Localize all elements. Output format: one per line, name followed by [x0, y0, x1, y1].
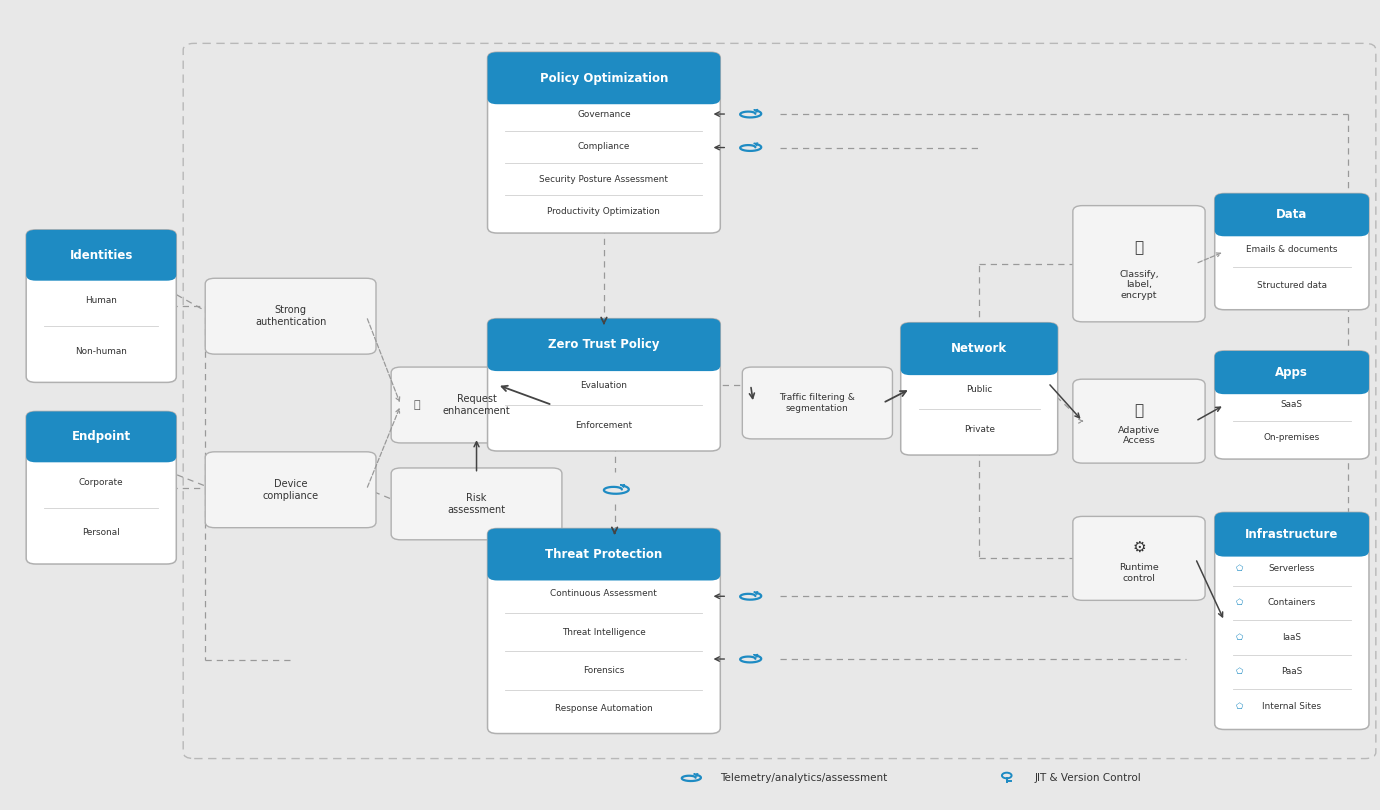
Text: Device
compliance: Device compliance: [262, 479, 319, 501]
Text: Corporate: Corporate: [79, 478, 124, 487]
FancyBboxPatch shape: [901, 322, 1057, 455]
Text: ⬠: ⬠: [1235, 667, 1242, 676]
Text: Compliance: Compliance: [578, 143, 631, 151]
Bar: [1230, 216, 1354, 231]
Text: Evaluation: Evaluation: [581, 381, 628, 390]
Bar: [502, 556, 705, 575]
Text: ⬠: ⬠: [1235, 564, 1242, 573]
Text: ⬠: ⬠: [1235, 702, 1242, 711]
Text: Security Posture Assessment: Security Posture Assessment: [540, 175, 668, 184]
FancyBboxPatch shape: [1072, 379, 1205, 463]
FancyBboxPatch shape: [26, 411, 177, 463]
Text: Personal: Personal: [83, 528, 120, 538]
Text: IaaS: IaaS: [1282, 633, 1301, 642]
FancyBboxPatch shape: [206, 279, 375, 354]
Text: Request
enhancement: Request enhancement: [443, 394, 511, 416]
Text: Policy Optimization: Policy Optimization: [540, 72, 668, 85]
Text: ⚙: ⚙: [1132, 540, 1145, 555]
Text: Data: Data: [1276, 208, 1307, 221]
Bar: [916, 351, 1042, 369]
Text: Forensics: Forensics: [584, 666, 625, 675]
Text: Risk
assessment: Risk assessment: [447, 493, 505, 514]
Text: Telemetry/analytics/assessment: Telemetry/analytics/assessment: [720, 773, 887, 783]
Text: Classify,
label,
encrypt: Classify, label, encrypt: [1119, 270, 1159, 300]
Text: Zero Trust Policy: Zero Trust Policy: [548, 339, 660, 352]
Text: Adaptive
Access: Adaptive Access: [1118, 426, 1161, 446]
FancyBboxPatch shape: [487, 52, 720, 104]
Text: Enforcement: Enforcement: [575, 421, 632, 430]
FancyBboxPatch shape: [391, 468, 562, 539]
Text: Public: Public: [966, 385, 992, 394]
FancyBboxPatch shape: [26, 230, 177, 382]
FancyBboxPatch shape: [1214, 194, 1369, 237]
Text: Threat Intelligence: Threat Intelligence: [562, 628, 646, 637]
FancyBboxPatch shape: [1214, 513, 1369, 730]
Bar: [41, 439, 161, 457]
Text: On-premises: On-premises: [1264, 433, 1321, 441]
Text: 🔒: 🔒: [1134, 241, 1144, 255]
Text: Apps: Apps: [1275, 366, 1308, 379]
Text: Infrastructure: Infrastructure: [1245, 528, 1339, 541]
Text: PaaS: PaaS: [1281, 667, 1303, 676]
Text: Structured data: Structured data: [1257, 281, 1326, 290]
FancyBboxPatch shape: [487, 528, 720, 581]
FancyBboxPatch shape: [391, 367, 562, 443]
Text: Productivity Optimization: Productivity Optimization: [548, 207, 661, 215]
Text: Serverless: Serverless: [1268, 564, 1315, 573]
FancyBboxPatch shape: [487, 318, 720, 451]
FancyBboxPatch shape: [1072, 206, 1205, 322]
Text: Containers: Containers: [1268, 599, 1317, 608]
FancyBboxPatch shape: [1214, 351, 1369, 459]
Text: Internal Sites: Internal Sites: [1263, 702, 1322, 711]
Text: Private: Private: [963, 425, 995, 434]
Bar: [1230, 374, 1354, 389]
FancyBboxPatch shape: [487, 52, 720, 233]
Bar: [502, 80, 705, 99]
FancyBboxPatch shape: [742, 367, 893, 439]
Text: Response Automation: Response Automation: [555, 704, 653, 714]
FancyBboxPatch shape: [26, 411, 177, 564]
Text: 🚶: 🚶: [414, 400, 421, 410]
FancyBboxPatch shape: [901, 322, 1057, 375]
Bar: [1230, 536, 1354, 551]
Text: Identities: Identities: [69, 249, 132, 262]
FancyBboxPatch shape: [26, 230, 177, 281]
Text: Threat Protection: Threat Protection: [545, 548, 662, 561]
FancyBboxPatch shape: [206, 452, 375, 527]
Text: JIT & Version Control: JIT & Version Control: [1034, 773, 1141, 783]
FancyBboxPatch shape: [487, 318, 720, 371]
Text: Endpoint: Endpoint: [72, 430, 131, 443]
FancyBboxPatch shape: [1214, 351, 1369, 394]
Text: Runtime
control: Runtime control: [1119, 563, 1159, 582]
Text: Traffic filtering &
segmentation: Traffic filtering & segmentation: [780, 394, 856, 412]
Text: Strong
authentication: Strong authentication: [255, 305, 326, 327]
Text: 🤚: 🤚: [1134, 403, 1144, 418]
Text: ⬠: ⬠: [1235, 599, 1242, 608]
Text: SaaS: SaaS: [1281, 400, 1303, 409]
Text: ⬠: ⬠: [1235, 633, 1242, 642]
FancyBboxPatch shape: [1214, 194, 1369, 309]
Text: Network: Network: [951, 343, 1007, 356]
Text: Non-human: Non-human: [76, 347, 127, 356]
Text: Continuous Assessment: Continuous Assessment: [551, 590, 657, 599]
Text: Governance: Governance: [577, 110, 631, 119]
FancyBboxPatch shape: [1214, 513, 1369, 556]
Text: Human: Human: [86, 296, 117, 305]
FancyBboxPatch shape: [1072, 517, 1205, 600]
Bar: [502, 347, 705, 365]
FancyBboxPatch shape: [487, 528, 720, 734]
Text: Emails & documents: Emails & documents: [1246, 245, 1337, 254]
Bar: [41, 258, 161, 275]
